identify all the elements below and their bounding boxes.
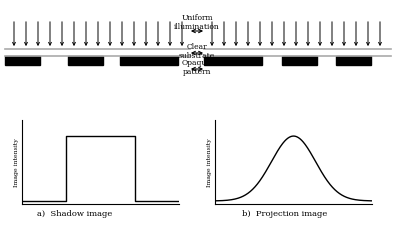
Bar xyxy=(5,57,40,66)
Bar xyxy=(282,57,317,66)
Y-axis label: Image intensity: Image intensity xyxy=(207,138,212,187)
Text: Opaque
pattern: Opaque pattern xyxy=(182,59,212,76)
Y-axis label: Image intensity: Image intensity xyxy=(14,138,19,187)
Bar xyxy=(120,57,178,66)
Text: a)  Shadow image: a) Shadow image xyxy=(37,209,113,217)
Text: Clear
substrate: Clear substrate xyxy=(179,43,215,60)
Text: b)  Projection image: b) Projection image xyxy=(242,209,328,217)
Bar xyxy=(336,57,371,66)
Bar xyxy=(204,57,262,66)
Text: Uniform
illumination: Uniform illumination xyxy=(174,14,220,31)
Bar xyxy=(68,57,103,66)
